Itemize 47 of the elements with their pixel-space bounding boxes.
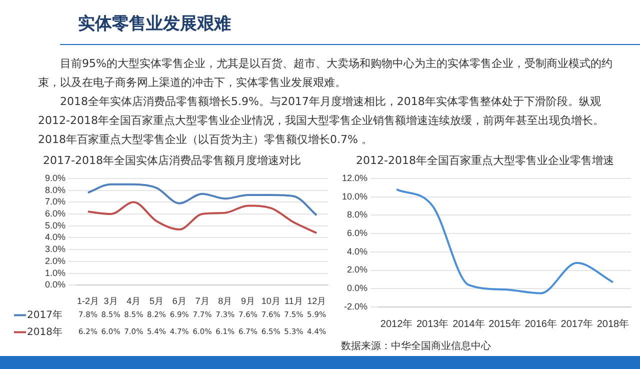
x-tick-label: 2014年 <box>452 318 485 330</box>
y-tick-label: 4.0% <box>45 232 66 242</box>
x-tick-label: 8月 <box>218 296 232 306</box>
y-tick-label: 7.0% <box>45 196 66 207</box>
x-tick-label: 6月 <box>172 296 186 306</box>
text: 实体零售业发展艰难 <box>78 13 231 35</box>
x-tick-label: 9月 <box>240 296 255 306</box>
y-tick-label: 10.0% <box>342 191 368 202</box>
x-tick-label: 2015年 <box>488 318 521 330</box>
y-tick-label: 0.0% <box>45 280 66 290</box>
x-tick-label: 7月 <box>195 296 210 306</box>
y-tick-label: -2.0% <box>344 301 368 312</box>
y-tick-label: 2.0% <box>45 256 66 266</box>
y-tick-label: 12.0% <box>342 172 368 183</box>
chart-title: 2017-2018年全国实体店消费品零售额月度增速对比 <box>42 153 302 168</box>
y-tick-label: 8.0% <box>45 184 66 195</box>
y-tick-label: 0.0% <box>347 283 368 294</box>
y-tick-label: 6.0% <box>347 228 368 238</box>
line-series <box>396 188 614 294</box>
legend-label: 2017年 <box>27 308 62 321</box>
text: 2018全年实体店消费品零售额增长5.9%。与2017年月度增速相比，2018年实体零售整体处于下滑阶段。纵观2012-2018年全国百家重点大型零售业企业情况，我国大型零售企业销售额增速连续放缓，前两年甚至出现负增长。2018年百家重点大型零售企业（以百货为主）零售额仅增长0.7% 。 <box>38 94 605 148</box>
y-tick-label: 4.0% <box>347 246 368 256</box>
line-series <box>86 183 318 216</box>
y-tick-label: 3.0% <box>45 244 66 254</box>
legend-label: 2018年 <box>27 326 62 338</box>
x-tick-label: 3月 <box>104 296 118 306</box>
chart-title: 2012-2018年全国百家重点大型零售业企业零售增速 <box>355 153 615 168</box>
x-tick-label: 2016年 <box>524 318 557 330</box>
y-tick-label: 8.0% <box>347 210 368 220</box>
x-tick-label: 2012年 <box>380 318 413 330</box>
x-tick-label: 2013年 <box>416 318 449 330</box>
line-series <box>86 201 318 234</box>
x-tick-label: 2018年 <box>596 318 630 330</box>
x-tick-label: 11月 <box>284 296 303 306</box>
y-tick-label: 9.0% <box>45 172 66 183</box>
source-note: 数据来源：中华全国商业信息中心 <box>341 340 491 353</box>
x-tick-label: 4月 <box>126 296 141 306</box>
x-tick-label: 1-2月 <box>76 296 99 306</box>
y-tick-label: 6.0% <box>45 208 66 218</box>
y-tick-label: 1.0% <box>45 268 66 278</box>
y-tick-label: 5.0% <box>45 220 66 230</box>
x-tick-label: 2017年 <box>560 318 594 330</box>
x-tick-label: 10月 <box>261 296 280 306</box>
x-tick-label: 5月 <box>150 296 164 306</box>
text: 目前95%的大型实体零售企业，尤其是以百货、超市、大卖场和购物中心为主的实体零售企业，受制商业模式的约束，以及在电子商务网上渠道的冲击下，实体零售业发展艰难。 <box>38 56 614 91</box>
y-tick-label: 2.0% <box>347 264 368 275</box>
x-tick-label: 12月 <box>307 296 326 306</box>
